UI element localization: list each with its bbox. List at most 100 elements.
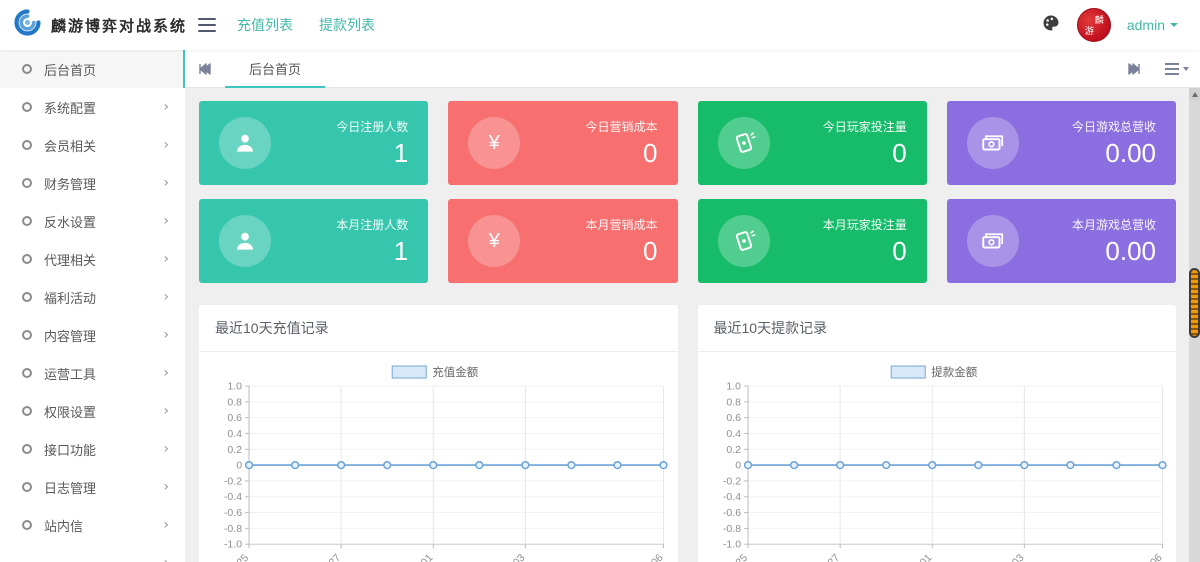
stat-value: 0 <box>892 235 907 266</box>
svg-text:2022-02-25: 2022-02-25 <box>205 552 252 562</box>
sidebar-item-2[interactable]: 会员相关 › <box>0 126 185 164</box>
chevron-right-icon: › <box>163 365 169 381</box>
svg-text:2022-02-27: 2022-02-27 <box>795 552 842 562</box>
stat-card-0: 今日注册人数 1 <box>199 101 429 185</box>
stat-label: 今日营销成本 <box>585 119 658 134</box>
admin-dropdown[interactable]: admin <box>1127 17 1178 33</box>
sidebar-item-1[interactable]: 系统配置 › <box>0 88 185 126</box>
sidebar-item-9[interactable]: 权限设置 › <box>0 392 185 430</box>
stat-card-5: ¥ 本月营销成本 0 <box>448 199 678 283</box>
svg-text:2022-02-27: 2022-02-27 <box>297 552 344 562</box>
sidebar-item-4[interactable]: 反水设置 › <box>0 202 185 240</box>
scrollbar-thumb[interactable] <box>1189 268 1200 338</box>
chevron-right-icon: › <box>163 99 169 115</box>
chart-legend[interactable]: 充值金额 <box>391 365 479 379</box>
sidebar-item-label: 后台首页 <box>44 62 97 78</box>
app-logo-icon <box>14 9 41 41</box>
chevron-right-icon: › <box>163 327 169 343</box>
theme-palette-icon[interactable] <box>1041 13 1061 38</box>
scrollbar-up-arrow-icon[interactable] <box>1189 88 1200 100</box>
hamburger-menu-icon[interactable] <box>185 0 229 50</box>
svg-text:0.2: 0.2 <box>726 444 741 456</box>
user-icon <box>219 117 271 169</box>
ring-icon <box>22 64 32 74</box>
svg-text:2022-03-03: 2022-03-03 <box>979 552 1026 562</box>
admin-username: admin <box>1126 17 1165 33</box>
svg-text:2022-02-25: 2022-02-25 <box>703 552 750 562</box>
stat-card-6: 本月玩家投注量 0 <box>697 199 927 283</box>
app-title: 麟游博弈对战系统 <box>51 17 188 35</box>
sidebar-item-7[interactable]: 内容管理 › <box>0 316 185 354</box>
user-icon <box>219 215 271 267</box>
svg-text:提款金额: 提款金额 <box>931 365 977 379</box>
sidebar-item-label: 权限设置 <box>44 404 97 420</box>
sidebar-item-3[interactable]: 财务管理 › <box>0 164 185 202</box>
stats-grid: 今日注册人数 1 ¥ 今日营销成本 0 今日玩家投注量 0 今日游戏总营收 0.00 本月注册人数… <box>199 101 1176 283</box>
ring-icon <box>22 406 32 416</box>
sidebar-item-0[interactable]: 后台首页 <box>0 50 185 88</box>
sidebar-item-label: 系统配置 <box>44 100 97 116</box>
svg-text:1.0: 1.0 <box>726 381 741 393</box>
stat-value: 0.00 <box>1105 235 1156 266</box>
sidebar-item-11[interactable]: 日志管理 › <box>0 468 185 506</box>
chevron-right-icon: › <box>163 441 169 457</box>
ring-icon <box>22 254 32 264</box>
stat-value: 1 <box>393 137 409 168</box>
sidebar-item-13[interactable]: › <box>0 544 185 562</box>
bet-ticket-icon <box>717 215 770 267</box>
stat-label: 本月玩家投注量 <box>822 217 907 232</box>
tabs-options-menu-icon[interactable] <box>1154 50 1200 87</box>
stat-label: 本月注册人数 <box>336 217 409 232</box>
sidebar-item-12[interactable]: 站内信 › <box>0 506 185 544</box>
nav-recharge-list[interactable]: 充值列表 <box>237 17 293 33</box>
top-nav: 充值列表 提款列表 <box>237 15 375 35</box>
stat-value: 1 <box>393 235 409 266</box>
money-icon <box>966 117 1019 169</box>
chart-panel-title: 最近10天充值记录 <box>199 305 678 352</box>
svg-text:0.6: 0.6 <box>227 412 242 424</box>
user-avatar[interactable]: 麟 游 <box>1076 8 1111 42</box>
sidebar-item-8[interactable]: 运营工具 › <box>0 354 185 392</box>
chevron-right-icon: › <box>163 289 169 305</box>
chart-legend[interactable]: 提款金额 <box>890 365 978 379</box>
sidebar-item-5[interactable]: 代理相关 › <box>0 240 185 278</box>
sidebar-item-10[interactable]: 接口功能 › <box>0 430 185 468</box>
svg-text:2022-03-03: 2022-03-03 <box>481 552 528 562</box>
stat-label: 本月营销成本 <box>585 217 658 232</box>
line-chart: 提款金额 1.0 0.8 0.6 0.4 0.2 0 -0.2 -0.4 -0.6 -0.8 -1.0… <box>698 352 1177 562</box>
chevron-right-icon: › <box>163 213 169 229</box>
svg-text:-0.8: -0.8 <box>224 523 242 535</box>
stat-value: 0 <box>892 137 907 168</box>
stat-label: 本月游戏总营收 <box>1071 217 1156 232</box>
stat-label: 今日玩家投注量 <box>822 119 907 134</box>
svg-text:0.8: 0.8 <box>227 396 242 408</box>
svg-text:0.2: 0.2 <box>227 444 242 456</box>
tabs-scroll-first-icon[interactable] <box>185 50 225 87</box>
content-scrollbar[interactable] <box>1189 88 1200 562</box>
ring-icon <box>22 140 32 150</box>
chevron-right-icon: › <box>163 479 169 495</box>
svg-text:0: 0 <box>735 460 741 472</box>
sidebar-item-6[interactable]: 福利活动 › <box>0 278 185 316</box>
stat-card-7: 本月游戏总营收 0.00 <box>946 199 1176 283</box>
nav-withdraw-list[interactable]: 提款列表 <box>319 17 375 33</box>
svg-text:0.6: 0.6 <box>726 412 741 424</box>
tab-dashboard[interactable]: 后台首页 <box>225 50 326 88</box>
sidebar-item-label: 财务管理 <box>44 176 97 192</box>
yen-icon: ¥ <box>468 215 521 267</box>
tabs-scroll-last-icon[interactable] <box>1114 50 1154 87</box>
sidebar-item-label: 代理相关 <box>44 252 97 268</box>
sidebar-item-label: 接口功能 <box>44 442 97 458</box>
svg-text:充值金额: 充值金额 <box>432 365 478 379</box>
bet-ticket-icon <box>717 117 770 169</box>
chevron-right-icon: › <box>163 403 169 419</box>
svg-text:-0.2: -0.2 <box>224 475 242 487</box>
svg-text:-1.0: -1.0 <box>224 539 242 551</box>
line-chart: 充值金额 1.0 0.8 0.6 0.4 0.2 0 -0.2 -0.4 -0.6 -0.8 -1.0… <box>199 352 678 562</box>
sidebar: 后台首页 系统配置 › 会员相关 › 财务管理 › 反水设置 › 代理相关 › 福利活动 › 内容管理 › 运… <box>0 50 185 562</box>
chevron-right-icon: › <box>163 175 169 191</box>
chart-panel-1: 最近10天提款记录 提款金额 1.0 0.8 0.6 0.4 0.2 0 -0.2 -0.4 -0.… <box>697 305 1177 562</box>
sidebar-item-label: 内容管理 <box>44 328 97 344</box>
svg-text:2022-03-01: 2022-03-01 <box>389 552 436 562</box>
sidebar-item-label: 站内信 <box>44 518 84 534</box>
